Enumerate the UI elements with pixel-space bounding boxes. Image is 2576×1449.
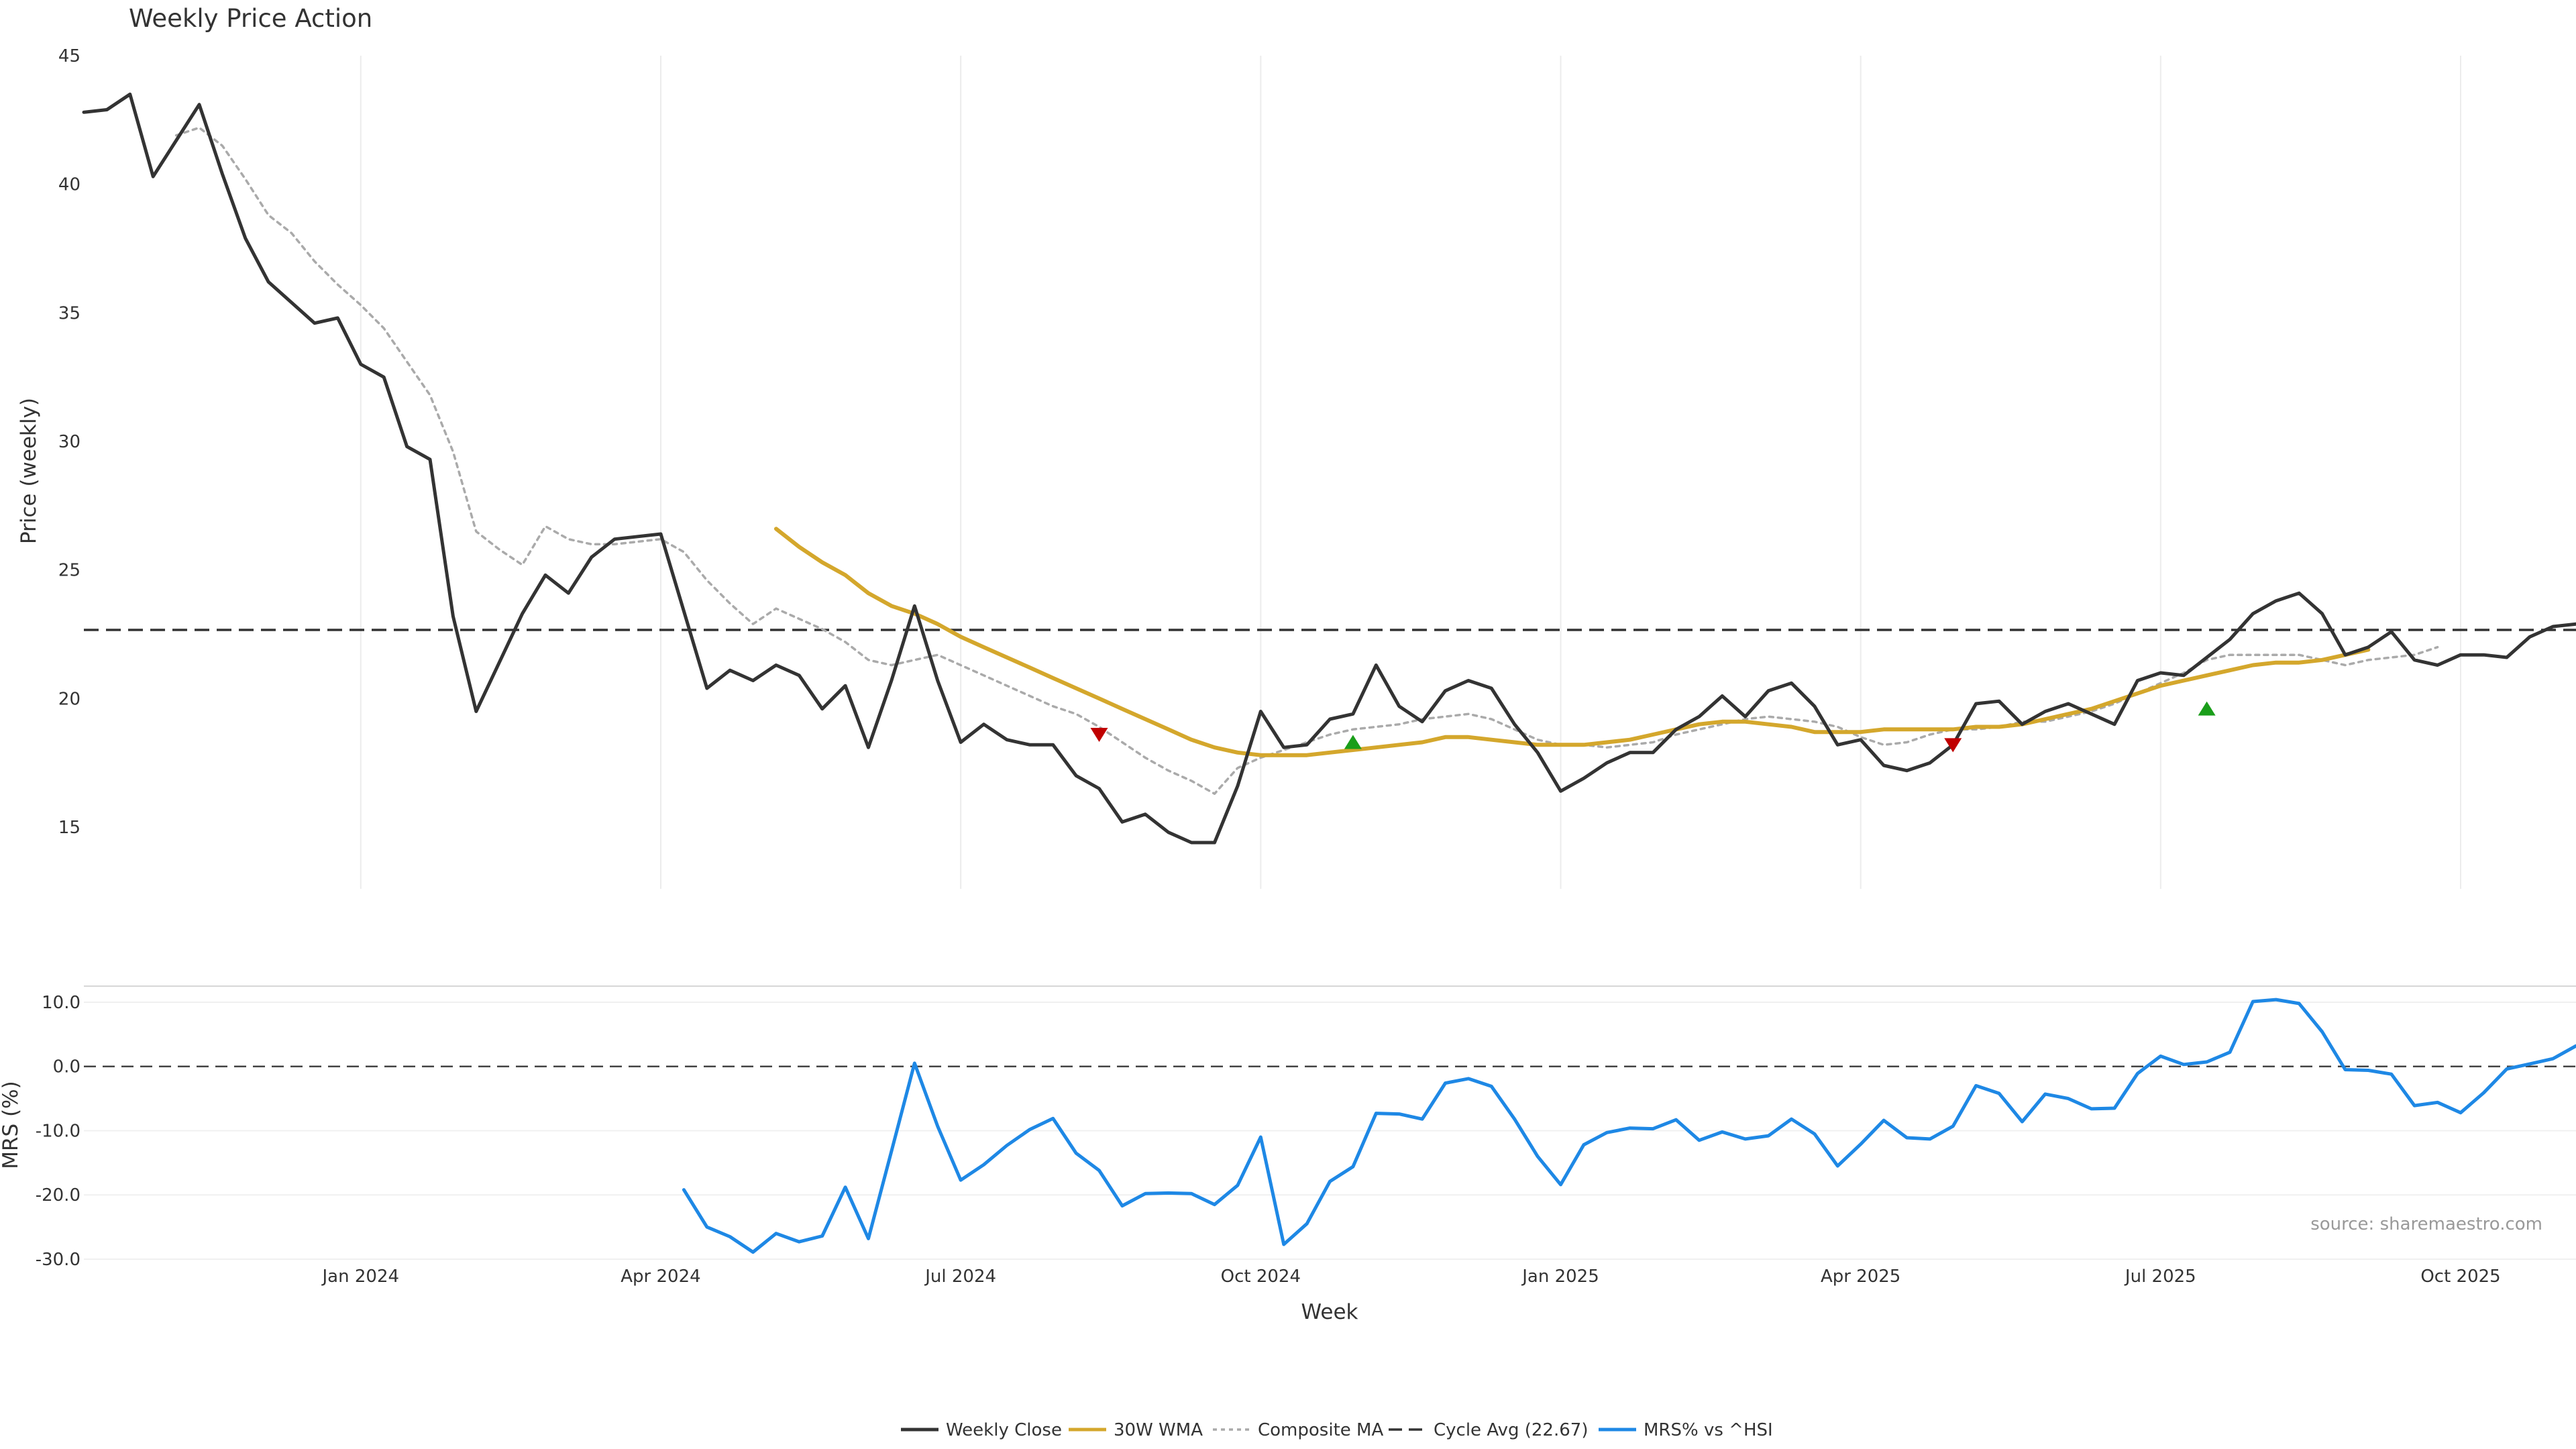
x-tick-label: Jan 2024 <box>321 1267 400 1287</box>
chart-title: Weekly Price Action <box>129 4 372 33</box>
x-tick-label: Oct 2024 <box>1221 1267 1301 1287</box>
x-tick-label: Jul 2025 <box>2124 1267 2196 1287</box>
x-tick-label: Jan 2025 <box>1521 1267 1599 1287</box>
price-y-tick-label: 45 <box>58 46 80 66</box>
sell-signal-marker <box>1090 728 1108 742</box>
x-tick-label: Jul 2024 <box>924 1267 996 1287</box>
legend-label: Weekly Close <box>946 1420 1062 1440</box>
price-y-tick-label: 40 <box>58 175 80 195</box>
mrs-y-tick-label: -10.0 <box>36 1121 80 1141</box>
mrs-y-tick-label: -20.0 <box>36 1185 80 1205</box>
source-note: source: sharemaestro.com <box>2310 1214 2542 1234</box>
mrs-line <box>682 998 2576 1254</box>
mrs-y-axis-label: MRS (%) <box>0 1081 23 1169</box>
price-y-tick-label: 25 <box>58 561 80 581</box>
price-y-axis-label: Price (weekly) <box>17 398 41 544</box>
legend: Weekly Close 30W WMA Composite MA Cycle Avg… <box>901 1420 1773 1440</box>
buy-signal-marker <box>2198 701 2216 716</box>
x-tick-label: Apr 2024 <box>621 1267 700 1287</box>
x-tick-label: Oct 2025 <box>2420 1267 2500 1287</box>
series-layer <box>82 93 2576 1254</box>
price-y-tick-label: 20 <box>58 689 80 709</box>
legend-item: MRS% vs ^HSI <box>1599 1420 1773 1440</box>
legend-item: Cycle Avg (22.67) <box>1389 1420 1588 1440</box>
buy-signal-marker <box>1344 735 1362 749</box>
x-tick-label: Apr 2025 <box>1821 1267 1900 1287</box>
mrs-y-tick-label: 0.0 <box>53 1057 80 1077</box>
price-y-tick-label: 15 <box>58 818 80 838</box>
mrs-y-tick-label: 10.0 <box>42 993 80 1013</box>
legend-item: 30W WMA <box>1069 1420 1203 1440</box>
legend-item: Weekly Close <box>901 1420 1062 1440</box>
wma-30w-line <box>773 527 2371 757</box>
reference-lines <box>84 629 2576 1067</box>
legend-label: Composite MA <box>1258 1420 1383 1440</box>
composite-ma-line <box>174 126 2439 795</box>
legend-label: 30W WMA <box>1114 1420 1203 1440</box>
price-y-tick-label: 30 <box>58 432 80 452</box>
x-axis-label: Week <box>1301 1300 1358 1324</box>
signal-markers <box>1090 701 2216 753</box>
sell-signal-marker <box>1944 738 1962 753</box>
axis-labels: Jan 2024 Apr 2024 Jul 2024 Oct 2024 Jan 2025… <box>36 46 2501 1287</box>
grid-layer <box>84 56 2576 1260</box>
legend-label: MRS% vs ^HSI <box>1644 1420 1773 1440</box>
legend-item: Composite MA <box>1213 1420 1383 1440</box>
mrs-y-tick-label: -30.0 <box>36 1250 80 1270</box>
price-y-tick-label: 35 <box>58 303 80 323</box>
legend-label: Cycle Avg (22.67) <box>1434 1420 1588 1440</box>
weekly-close-line <box>82 93 2576 845</box>
